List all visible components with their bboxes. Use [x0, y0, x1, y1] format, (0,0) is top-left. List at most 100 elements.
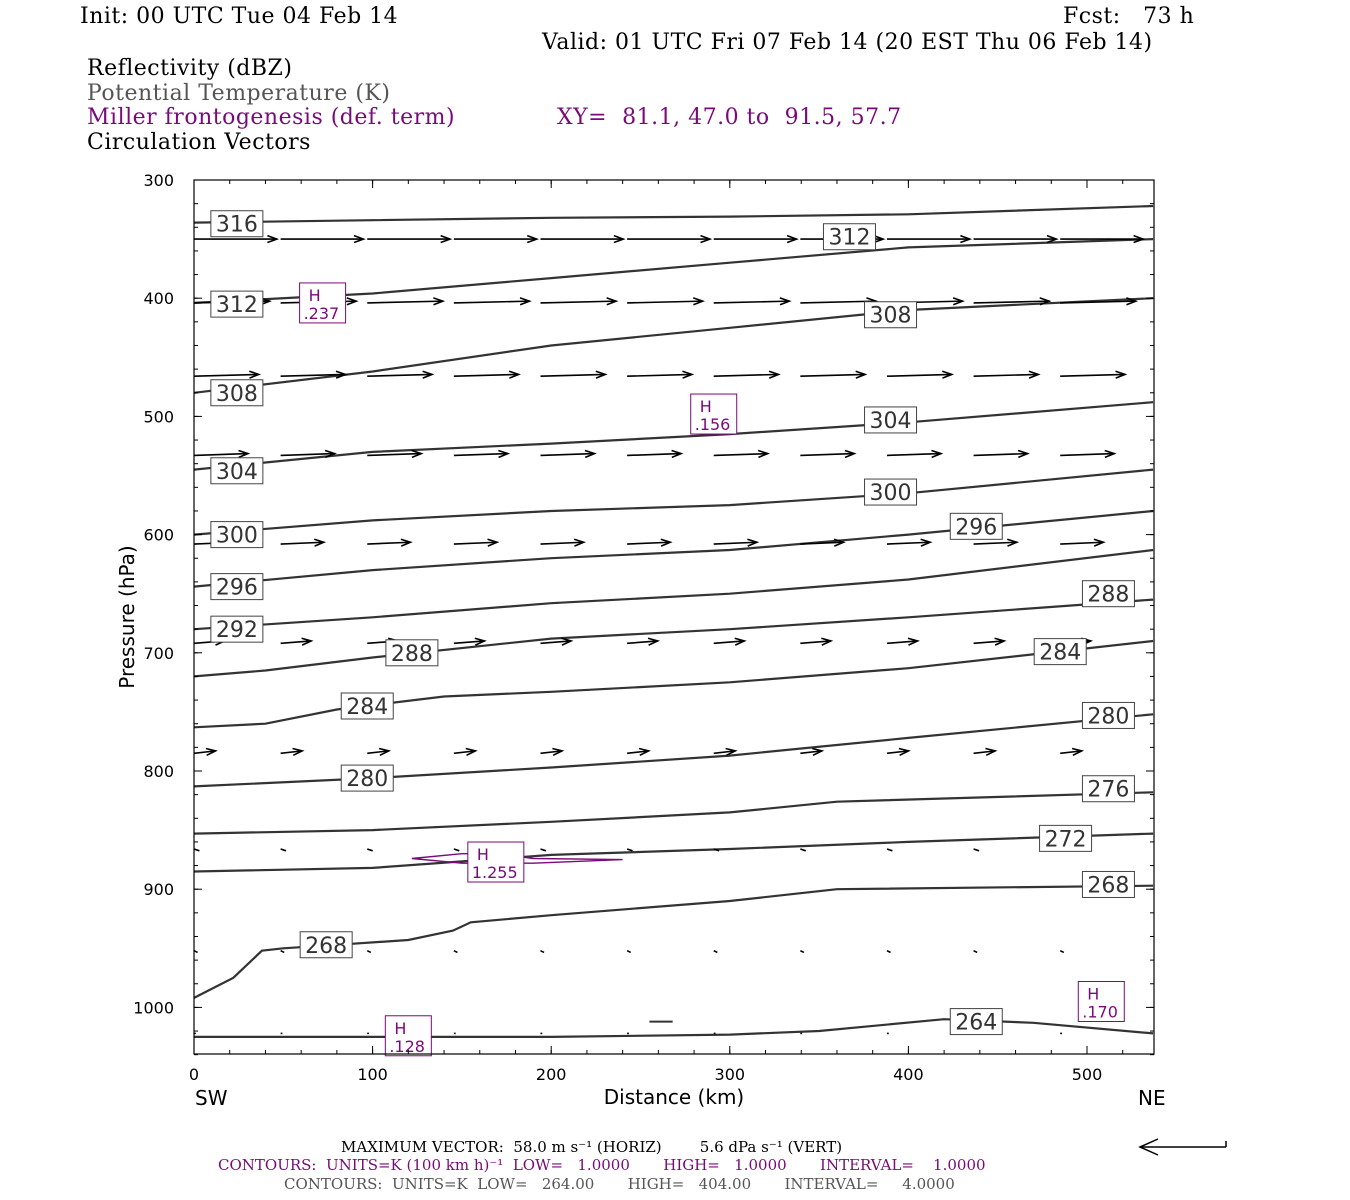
svg-text:304: 304 [870, 409, 912, 434]
theta-contour-316 [194, 204, 1154, 224]
circulation-vector [886, 637, 920, 646]
svg-text:292: 292 [216, 618, 258, 643]
theta-contour-label: 296 [949, 512, 1003, 540]
circulation-vector [540, 234, 626, 244]
svg-text:.156: .156 [695, 415, 731, 434]
circulation-vector [194, 747, 218, 757]
circulation-vector [540, 637, 574, 646]
svg-text:H: H [477, 845, 489, 864]
circulation-vector [713, 234, 799, 244]
svg-text:268: 268 [305, 934, 347, 959]
theta-contour-label: 288 [385, 639, 439, 667]
svg-text:284: 284 [346, 695, 388, 720]
theta-contour-label: 296 [210, 573, 264, 601]
reference-vector-arrow [1138, 1138, 1227, 1156]
svg-text:1.255: 1.255 [472, 863, 518, 882]
svg-text:288: 288 [391, 642, 433, 667]
theta-contour-label: 284 [1033, 638, 1087, 666]
circulation-vector [280, 637, 314, 646]
theta-contour-276 [194, 791, 1154, 835]
circulation-vector [367, 297, 446, 306]
theta-contour-284 [194, 639, 1154, 729]
circulation-vector [453, 370, 521, 379]
sw-end-label: SW [195, 1086, 228, 1110]
frontogenesis-contour-info: CONTOURS: UNITS=K (100 km h)⁻¹ LOW= 1.00… [218, 1156, 986, 1174]
circulation-vector [627, 449, 684, 459]
svg-text:280: 280 [346, 767, 388, 792]
y-tick-label: 800 [143, 762, 174, 781]
y-tick-label: 400 [143, 289, 174, 308]
circulation-vector [973, 637, 1007, 646]
frontogenesis-max-label: H1.255 [467, 841, 525, 883]
circulation-vector [366, 949, 372, 954]
circulation-vector [627, 747, 652, 757]
svg-text:304: 304 [216, 460, 258, 485]
circulation-vector [973, 297, 1052, 306]
circulation-vector [713, 747, 738, 757]
circulation-vector [627, 297, 706, 306]
circulation-vector [713, 848, 720, 852]
circulation-vector [973, 848, 980, 852]
theta-contour-label: 280 [340, 764, 394, 792]
theta-contour-300 [194, 468, 1154, 536]
circulation-vector [366, 848, 373, 852]
frontogenesis-max-label: H.237 [299, 282, 347, 324]
theta-contour-label: 316 [210, 210, 264, 238]
theta-contour-label: 280 [1081, 701, 1135, 729]
circulation-vector [713, 538, 760, 547]
svg-text:312: 312 [828, 226, 870, 251]
frontogenesis-max-label: H.156 [690, 393, 738, 435]
theta-contour-label: 304 [864, 406, 918, 434]
circulation-vector [973, 449, 1030, 459]
svg-text:264: 264 [955, 1011, 997, 1036]
theta-contour-label: 308 [864, 301, 918, 329]
circulation-vector [453, 449, 511, 459]
svg-text:316: 316 [216, 213, 258, 238]
circulation-vector [1059, 949, 1065, 954]
circulation-vector [1060, 234, 1146, 244]
circulation-vector [800, 848, 806, 852]
y-tick-label: 1000 [133, 998, 174, 1017]
svg-text:H: H [700, 397, 712, 416]
circulation-vector [973, 949, 978, 954]
circulation-vector [973, 370, 1041, 379]
theta-contour-296 [194, 509, 1154, 588]
maximum-vector-note: MAXIMUM VECTOR: 58.0 m s⁻¹ (HORIZ) 5.6 d… [341, 1138, 843, 1156]
svg-text:300: 300 [870, 481, 912, 506]
circulation-vector [453, 297, 532, 306]
svg-text:296: 296 [955, 515, 997, 540]
circulation-vector [886, 747, 911, 757]
circulation-vector [540, 297, 619, 306]
circulation-vector [800, 747, 825, 757]
circulation-vector [1060, 747, 1085, 757]
svg-text:288: 288 [1087, 583, 1129, 608]
x-tick-label: 300 [715, 1065, 746, 1084]
svg-text:272: 272 [1045, 827, 1087, 852]
circulation-vector [280, 949, 285, 954]
circulation-vector [800, 637, 834, 646]
y-tick-label: 500 [143, 407, 174, 426]
svg-text:.237: .237 [304, 304, 340, 323]
x-tick-label: 200 [536, 1065, 567, 1084]
circulation-vector [627, 234, 713, 244]
circulation-vector [540, 449, 597, 459]
circulation-vector [713, 297, 792, 306]
theta-contour-280 [194, 713, 1154, 788]
x-tick-label: 400 [893, 1065, 924, 1084]
svg-text:300: 300 [216, 524, 258, 549]
circulation-vector [713, 949, 718, 954]
svg-text:H: H [394, 1019, 406, 1038]
circulation-vector [453, 848, 460, 852]
circulation-vector [367, 747, 392, 757]
frontogenesis-max-label: H.128 [384, 1015, 432, 1057]
circulation-vector [973, 747, 998, 757]
x-axis-title: Distance (km) [604, 1085, 744, 1109]
svg-text:296: 296 [216, 576, 258, 601]
svg-text:276: 276 [1087, 778, 1129, 803]
circulation-vector [626, 949, 632, 954]
circulation-vector [453, 637, 487, 646]
theta-contour-label: 308 [210, 379, 264, 407]
y-tick-label: 300 [143, 171, 174, 190]
circulation-vector [540, 747, 565, 757]
x-tick-label: 500 [1072, 1065, 1103, 1084]
